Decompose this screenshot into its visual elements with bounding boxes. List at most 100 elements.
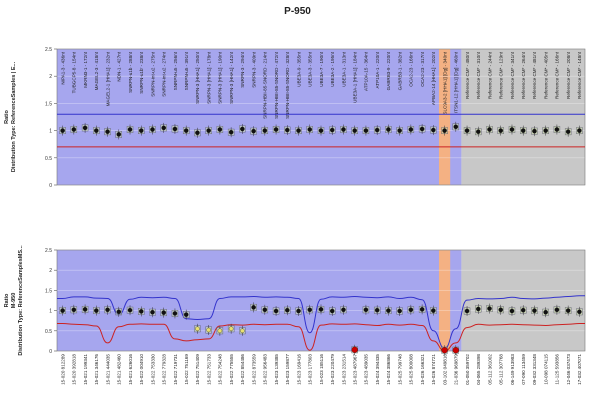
blue-region [57,250,462,351]
data-point [318,128,324,133]
x-tick-label: 03-102 049816 [442,354,447,385]
y-tick-label: 1.5 [45,288,52,294]
x-tick-label: 05-112 307768 [499,354,504,385]
data-point [408,307,414,313]
data-point [318,307,324,312]
x-tick-label: 21-036 969879 [454,354,459,385]
x-tick-label: OCA2-23 - 166nt [409,51,414,86]
x-tick-label: ATP10A-15 - 364nt [364,51,369,91]
chart-title: P-950 [284,6,311,17]
plot-frame [56,48,586,186]
data-point [431,127,436,133]
lower-limit-line [57,323,585,352]
data-point [543,309,548,315]
data-point [285,127,290,133]
x-tick-label: MAGEL2-1 [HHA1] - 232nt [105,51,110,106]
x-tick-label: 15-025 799748 [397,354,402,385]
data-point [476,129,481,134]
data-point [509,127,515,132]
data-point [498,128,503,133]
data-point [352,128,357,133]
data-point [374,127,380,133]
data-point [363,307,369,313]
data-point [453,124,459,130]
data-point [509,308,515,314]
data-point [476,306,481,312]
x-tick-label: ITSN1-12 [HHA1] [Dg] - 460nt [454,51,459,113]
data-point [94,128,99,133]
data-point [577,309,582,315]
data-point [273,127,279,132]
x-tick-label: TUBGCP5-8 - 154nt [72,51,77,93]
x-tick-label: 15-020 392818 [72,354,77,385]
data-point [464,128,470,133]
x-tick-label: SLC9A3-2 [HHA1] [Dg] - 340nt [442,51,447,114]
data-point [532,308,537,313]
x-tick-label: 15-021 482460 [117,354,122,385]
x-tick-label: UBE3A-3 - 355nt [308,51,313,86]
x-tick-label: 01-050 359702 [465,354,470,385]
data-point [172,311,178,316]
x-tick-label: OCA2-23 - 317nt [420,51,425,86]
grey-region [461,49,585,185]
x-tick-label: Reference CM* - 310nt [476,51,481,99]
y-axis-label: Ratio [4,109,10,123]
y-tick-label: 0.5 [45,156,52,162]
x-tick-label: 15-026 874721 [431,354,436,385]
data-point [251,305,256,310]
x-tick-label: SNRPN-int-u2 - 275nt [150,51,155,96]
data-point [554,127,560,132]
data-point [296,128,301,133]
x-tick-label: 15-022 751169 [184,354,189,385]
data-point [240,328,245,334]
y-tick-label: 0.5 [45,329,52,335]
x-tick-label: SNRPN-3 [HHA1] - 178nt [206,51,211,104]
data-point [251,128,256,134]
data-point [431,308,436,313]
x-tick-label: SNRPN-3 - 409nt [251,51,256,87]
upper-limit-line [57,295,585,350]
x-tick-label: MAGEL2-3 - 418nt [94,51,99,90]
data-point [183,128,189,133]
data-point [442,128,447,133]
x-tick-label: 15-023 487967 [353,354,358,385]
x-tick-label: 15-023 220479 [330,354,335,385]
data-point [161,310,166,315]
x-tick-label: Reference CM* - 208nt [566,51,571,99]
x-tick-label: 15-023 177803 [308,354,313,385]
x-tick-label: 15-023 139385 [274,354,279,385]
data-point [386,308,391,313]
data-point [139,128,144,133]
data-point [150,309,155,315]
data-point [397,308,402,314]
x-tick-label: GABRB3-1 - 382nt [397,51,402,90]
data-point [172,126,178,132]
data-point [139,309,144,314]
data-point [408,127,414,132]
data-point [150,127,155,132]
x-tick-label: ATP10A-1 - 220nt [375,51,380,88]
x-tick-label: SNRPN-3 [HHA1] - 250nt [195,51,200,104]
data-point [351,346,358,353]
plot-frame [56,249,586,352]
blue-region [57,49,462,185]
data-point [195,326,200,332]
x-tick-label: SNRPN-3 [HHA1] - 190nt [218,51,223,104]
x-tick-label: Reference CM* - 405nt [543,51,548,99]
x-tick-label: UBE3A-7 - 190nt [319,51,324,86]
x-tick-label: Reference CM* - 129nt [499,51,504,99]
x-tick-label: UBE3A-9 - 355nt [296,51,301,86]
data-point [217,328,223,334]
x-tick-label: Reference CM* - 480nt [465,51,470,99]
data-point [240,126,245,132]
x-tick-label: 04-065 289398 [476,354,481,385]
y-axis-label: Distribution Type: ReferenceSamples | E.… [11,61,17,172]
x-tick-label: 15-020 812289 [60,354,65,385]
data-point [419,307,425,312]
y-tick-label: 1 [49,309,52,315]
highlight-column [438,250,451,351]
x-tick-label: Reference CM* - 148nt [577,51,582,99]
data-point [127,307,133,313]
x-tick-label: SNRPN-u1b - 288nt [128,51,133,93]
panel-top: 0 0.5 1 1.5 2 2.5 Ratio Distribution Type: Refe… [4,47,586,189]
